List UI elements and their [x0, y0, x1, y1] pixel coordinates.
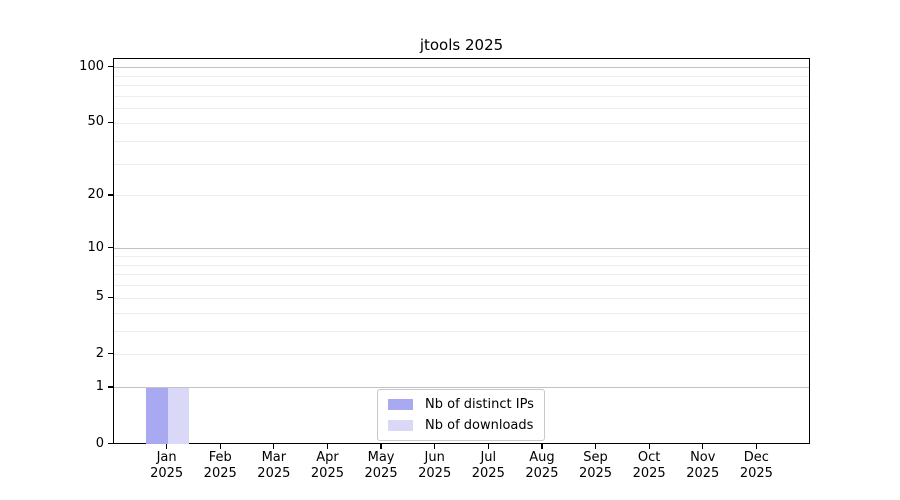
x-tick-month: Feb — [208, 449, 232, 465]
y-tick-label: 100 — [79, 58, 104, 74]
gridline-minor — [114, 274, 809, 276]
x-tick-month: Oct — [637, 449, 661, 465]
y-tick-mark — [108, 442, 113, 445]
x-tick-mark — [380, 443, 382, 449]
gridline-minor — [114, 75, 809, 77]
y-tick-mark — [108, 247, 113, 249]
legend-label-distinct-ips: Nb of distinct IPs — [425, 396, 534, 412]
x-tick-month: Sep — [583, 449, 608, 465]
legend-label-downloads: Nb of downloads — [425, 417, 534, 433]
legend-swatch-distinct-ips-icon — [388, 398, 413, 410]
x-tick-label: Apr 2025 — [292, 450, 362, 482]
y-tick-mark — [108, 386, 113, 388]
x-tick-year: 2025 — [310, 465, 344, 481]
y-tick-label: 2 — [95, 345, 104, 361]
x-tick-label: Feb 2025 — [185, 450, 255, 482]
x-tick-mark — [487, 443, 489, 449]
x-tick-year: 2025 — [739, 465, 773, 481]
chart-title: jtools 2025 — [419, 36, 504, 54]
x-tick-month: Jul — [480, 449, 497, 465]
legend-item-downloads: Nb of downloads — [388, 418, 534, 433]
x-tick-year: 2025 — [418, 465, 452, 481]
gridline-minor — [114, 122, 809, 124]
x-tick-year: 2025 — [203, 465, 237, 481]
x-tick-label: Jun 2025 — [400, 450, 470, 482]
x-tick-mark — [326, 443, 329, 449]
gridline-minor — [114, 108, 809, 110]
x-tick-month: Jun — [424, 449, 445, 465]
x-tick-label: Dec 2025 — [721, 450, 791, 482]
x-tick-month: Nov — [690, 449, 716, 465]
x-tick-mark — [541, 443, 543, 449]
gridline-major — [114, 67, 809, 69]
bar-downloads-jan — [167, 387, 190, 445]
gridline-minor — [114, 330, 809, 332]
x-tick-year: 2025 — [471, 465, 505, 481]
x-tick-month: Apr — [316, 449, 339, 465]
x-tick-label: Sep 2025 — [561, 450, 631, 482]
x-tick-mark — [648, 443, 650, 449]
x-tick-mark — [219, 443, 221, 449]
gridline-minor — [114, 163, 809, 165]
gridline-major — [114, 248, 809, 250]
x-tick-label: Oct 2025 — [614, 450, 684, 482]
x-tick-year: 2025 — [578, 465, 613, 481]
x-tick-mark — [165, 443, 168, 449]
gridline-minor — [114, 312, 809, 314]
y-tick-label: 10 — [87, 239, 104, 255]
gridline-minor — [114, 95, 809, 97]
x-tick-month: Jan — [156, 449, 177, 465]
y-tick-mark — [108, 353, 113, 355]
gridline-minor — [114, 264, 809, 266]
x-tick-label: Nov 2025 — [668, 450, 738, 482]
y-tick-label: 1 — [95, 378, 104, 394]
gridline-minor — [114, 354, 809, 356]
legend: Nb of distinct IPs Nb of downloads — [377, 388, 545, 441]
gridline-minor — [114, 195, 809, 197]
x-tick-month: May — [367, 449, 395, 465]
x-tick-label: May 2025 — [346, 450, 416, 482]
y-tick-label: 0 — [95, 435, 104, 451]
gridline-major — [114, 387, 809, 389]
gridline-minor — [114, 140, 809, 142]
x-tick-month: Aug — [529, 449, 555, 465]
x-tick-year: 2025 — [364, 465, 398, 481]
x-tick-label: Jul 2025 — [453, 450, 523, 482]
x-tick-mark — [755, 443, 758, 449]
gridline-minor — [114, 297, 809, 299]
y-tick-mark — [108, 296, 113, 298]
gridline-minor — [114, 85, 809, 87]
x-tick-year: 2025 — [150, 465, 184, 481]
x-tick-label: Aug 2025 — [507, 450, 577, 482]
legend-item-distinct-ips: Nb of distinct IPs — [388, 397, 534, 412]
x-tick-month: Mar — [261, 449, 287, 465]
x-tick-year: 2025 — [686, 465, 720, 481]
x-tick-month: Dec — [743, 449, 769, 465]
legend-swatch-downloads-icon — [388, 419, 413, 431]
x-tick-mark — [273, 443, 275, 449]
bar-distinct-ips-jan — [146, 387, 168, 445]
plot-area: Nb of distinct IPs Nb of downloads — [113, 57, 810, 445]
x-tick-mark — [702, 443, 704, 449]
x-tick-label: Mar 2025 — [239, 450, 309, 482]
x-tick-label: Jan 2025 — [132, 450, 202, 482]
y-tick-label: 20 — [87, 186, 104, 202]
x-tick-mark — [594, 443, 597, 449]
x-tick-year: 2025 — [632, 465, 666, 481]
y-tick-mark — [108, 121, 113, 124]
gridline-minor — [114, 285, 809, 287]
y-tick-label: 50 — [87, 114, 104, 130]
y-tick-label: 5 — [95, 289, 104, 305]
y-tick-mark — [108, 194, 113, 196]
y-tick-mark — [108, 66, 113, 68]
x-tick-mark — [434, 443, 436, 449]
gridline-minor — [114, 255, 809, 257]
x-tick-year: 2025 — [257, 465, 291, 481]
x-tick-year: 2025 — [525, 465, 559, 481]
